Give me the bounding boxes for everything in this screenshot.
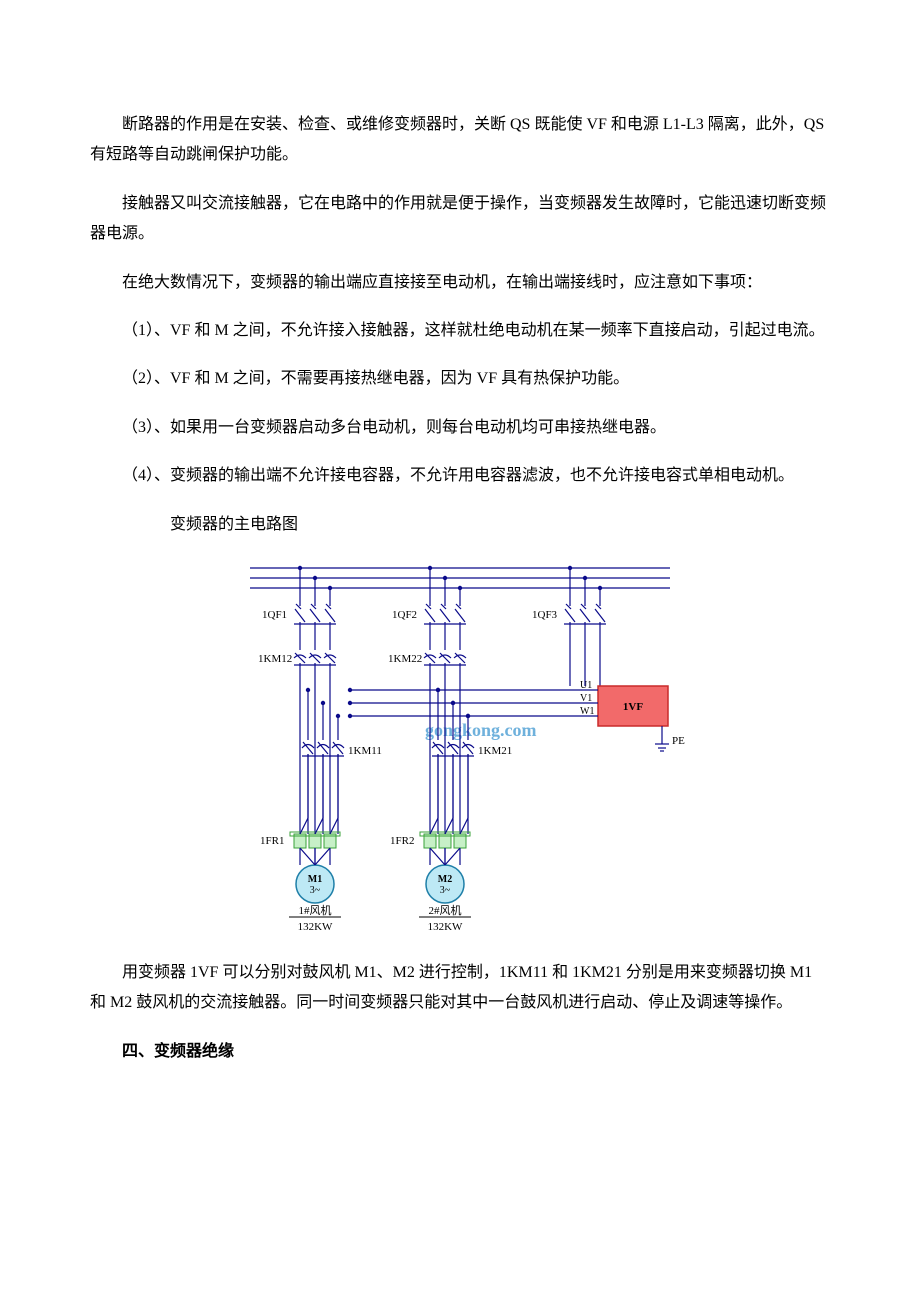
- svg-text:1FR1: 1FR1: [260, 835, 284, 847]
- circuit-svg: 1QF1 1QF2 1QF3 1KM12 1KM22 1VF PE U1 V1 W1 gongkon…: [230, 558, 690, 934]
- svg-text:1QF2: 1QF2: [392, 609, 417, 621]
- paragraph: （4）、变频器的输出端不允许接电容器，不允许用电容器滤波，也不允许接电容式单相电…: [90, 461, 830, 491]
- svg-text:132KW: 132KW: [428, 921, 463, 933]
- paragraph: （1）、VF 和 M 之间，不允许接入接触器，这样就杜绝电动机在某一频率下直接启…: [90, 316, 830, 346]
- circuit-diagram: 1QF1 1QF2 1QF3 1KM12 1KM22 1VF PE U1 V1 W1 gongkon…: [230, 558, 690, 934]
- paragraph: 用变频器 1VF 可以分别对鼓风机 M1、M2 进行控制，1KM11 和 1KM…: [90, 958, 830, 1019]
- paragraph: 断路器的作用是在安装、检查、或维修变频器时，关断 QS 既能使 VF 和电源 L…: [90, 110, 830, 171]
- svg-text:3~: 3~: [310, 885, 321, 896]
- svg-text:W1: W1: [580, 706, 594, 717]
- svg-text:2#风机: 2#风机: [429, 903, 462, 917]
- paragraph: 在绝大数情况下，变频器的输出端应直接接至电动机，在输出端接线时，应注意如下事项：: [90, 268, 830, 298]
- svg-text:1KM22: 1KM22: [388, 653, 422, 665]
- svg-text:M2: M2: [438, 874, 452, 885]
- svg-text:1QF3: 1QF3: [532, 609, 558, 621]
- svg-text:1FR2: 1FR2: [390, 835, 414, 847]
- svg-text:M1: M1: [308, 874, 322, 885]
- svg-text:1QF1: 1QF1: [262, 609, 287, 621]
- section-heading: 四、变频器绝缘: [90, 1037, 830, 1067]
- paragraph: （2）、VF 和 M 之间，不需要再接热继电器，因为 VF 具有热保护功能。: [90, 364, 830, 394]
- svg-text:1KM21: 1KM21: [478, 745, 512, 757]
- figure-title: 变频器的主电路图: [90, 510, 830, 540]
- svg-text:PE: PE: [672, 735, 685, 747]
- paragraph: （3）、如果用一台变频器启动多台电动机，则每台电动机均可串接热继电器。: [90, 413, 830, 443]
- svg-text:gongkong.com: gongkong.com: [425, 720, 537, 740]
- svg-text:U1: U1: [580, 680, 592, 691]
- paragraph: 接触器又叫交流接触器，它在电路中的作用就是便于操作，当变频器发生故障时，它能迅速…: [90, 189, 830, 250]
- svg-text:132KW: 132KW: [298, 921, 333, 933]
- svg-text:1KM11: 1KM11: [348, 745, 382, 757]
- svg-text:1#风机: 1#风机: [299, 903, 332, 917]
- svg-text:V1: V1: [580, 693, 592, 704]
- svg-text:3~: 3~: [440, 885, 451, 896]
- svg-text:1VF: 1VF: [623, 701, 643, 713]
- svg-text:1KM12: 1KM12: [258, 653, 292, 665]
